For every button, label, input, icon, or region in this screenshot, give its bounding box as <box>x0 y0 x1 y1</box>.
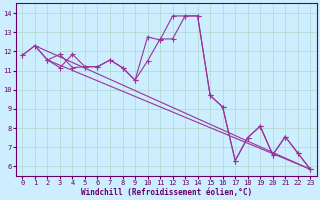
X-axis label: Windchill (Refroidissement éolien,°C): Windchill (Refroidissement éolien,°C) <box>81 188 252 197</box>
